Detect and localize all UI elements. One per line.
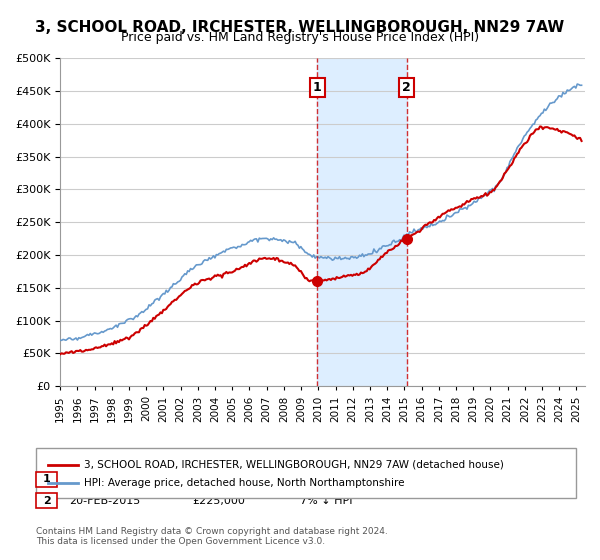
Text: Contains HM Land Registry data © Crown copyright and database right 2024.
This d: Contains HM Land Registry data © Crown c… bbox=[36, 526, 388, 546]
Text: Price paid vs. HM Land Registry's House Price Index (HPI): Price paid vs. HM Land Registry's House … bbox=[121, 31, 479, 44]
Text: 2: 2 bbox=[402, 81, 411, 94]
Text: £160,000: £160,000 bbox=[192, 474, 245, 484]
Bar bbox=[317, 58, 407, 386]
Text: £225,000: £225,000 bbox=[192, 496, 245, 506]
Text: 7% ↓ HPI: 7% ↓ HPI bbox=[300, 496, 353, 506]
Text: 3, SCHOOL ROAD, IRCHESTER, WELLINGBOROUGH, NN29 7AW (detached house): 3, SCHOOL ROAD, IRCHESTER, WELLINGBOROUG… bbox=[84, 460, 504, 470]
Text: 20-FEB-2015: 20-FEB-2015 bbox=[69, 496, 140, 506]
Text: 2: 2 bbox=[43, 496, 50, 506]
Text: 3, SCHOOL ROAD, IRCHESTER, WELLINGBOROUGH, NN29 7AW: 3, SCHOOL ROAD, IRCHESTER, WELLINGBOROUG… bbox=[35, 20, 565, 35]
Text: 1: 1 bbox=[43, 474, 50, 484]
Text: 11-DEC-2009: 11-DEC-2009 bbox=[69, 474, 143, 484]
Text: HPI: Average price, detached house, North Northamptonshire: HPI: Average price, detached house, Nort… bbox=[84, 478, 404, 488]
Text: 22% ↓ HPI: 22% ↓ HPI bbox=[300, 474, 359, 484]
Text: 1: 1 bbox=[313, 81, 322, 94]
